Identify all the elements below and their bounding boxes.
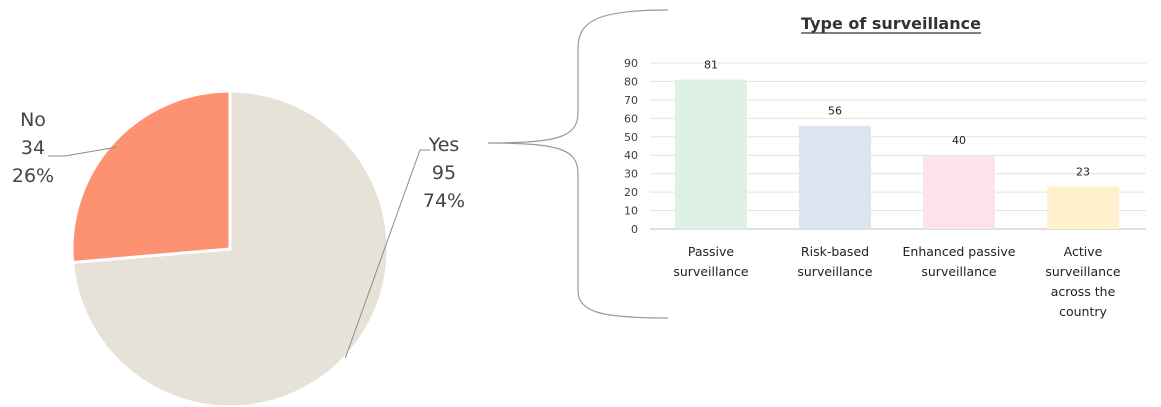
pie-label-count: 95 <box>432 162 456 184</box>
data-label-1: 81 <box>704 59 718 72</box>
bar-1 <box>675 79 747 229</box>
category-label: surveillance <box>797 264 873 279</box>
bars <box>675 79 1119 229</box>
category-label: surveillance <box>921 264 997 279</box>
pie-label-percent: 74% <box>423 190 465 212</box>
y-tick-label: 10 <box>624 205 638 218</box>
bar-chart-title: Type of surveillance <box>801 14 981 33</box>
category-label: Enhanced passive <box>903 244 1016 259</box>
y-tick-label: 80 <box>624 75 638 88</box>
data-label-2: 56 <box>828 105 842 118</box>
brace-connector <box>487 9 669 319</box>
bar-2 <box>799 125 871 229</box>
pie-label-percent: 26% <box>12 165 54 187</box>
y-tick-label: 60 <box>624 112 638 125</box>
category-label: surveillance <box>673 264 749 279</box>
category-label: Risk-based <box>801 244 869 259</box>
y-tick-label: 30 <box>624 168 638 181</box>
pie-leader-line-no <box>48 146 117 157</box>
pie-label-name: Yes <box>428 134 460 156</box>
bar-3 <box>923 155 995 229</box>
category-label: Passive <box>688 244 735 259</box>
y-tick-label: 70 <box>624 94 638 107</box>
category-label: surveillance <box>1045 264 1121 279</box>
category-labels: Passive surveillance Risk-based surveillanc… <box>673 244 1121 319</box>
y-axis-ticks: 0 10 20 30 40 50 60 70 80 90 <box>624 57 638 236</box>
pie-slice-no <box>70 89 232 265</box>
y-tick-label: 90 <box>624 57 638 70</box>
bar-chart: Type of surveillance 0 10 20 30 40 50 60 70 80 90… <box>624 14 1146 319</box>
category-label: Active <box>1064 244 1103 259</box>
y-tick-label: 40 <box>624 149 638 162</box>
data-labels: 81 56 40 23 <box>704 59 1090 179</box>
pie-label-name: No <box>20 109 46 131</box>
pie-leader-line-yes <box>344 149 430 359</box>
category-label: country <box>1059 304 1107 319</box>
pie-label-count: 34 <box>21 137 45 159</box>
data-label-3: 40 <box>952 134 966 147</box>
data-label-4: 23 <box>1076 166 1090 179</box>
y-tick-label: 20 <box>624 186 638 199</box>
y-tick-label: 50 <box>624 131 638 144</box>
pie-labels: Yes 95 74% No 34 26% <box>12 109 465 359</box>
y-tick-label: 0 <box>631 223 638 236</box>
category-label: across the <box>1051 284 1116 299</box>
bar-4 <box>1047 186 1119 229</box>
pie-chart <box>70 89 390 407</box>
